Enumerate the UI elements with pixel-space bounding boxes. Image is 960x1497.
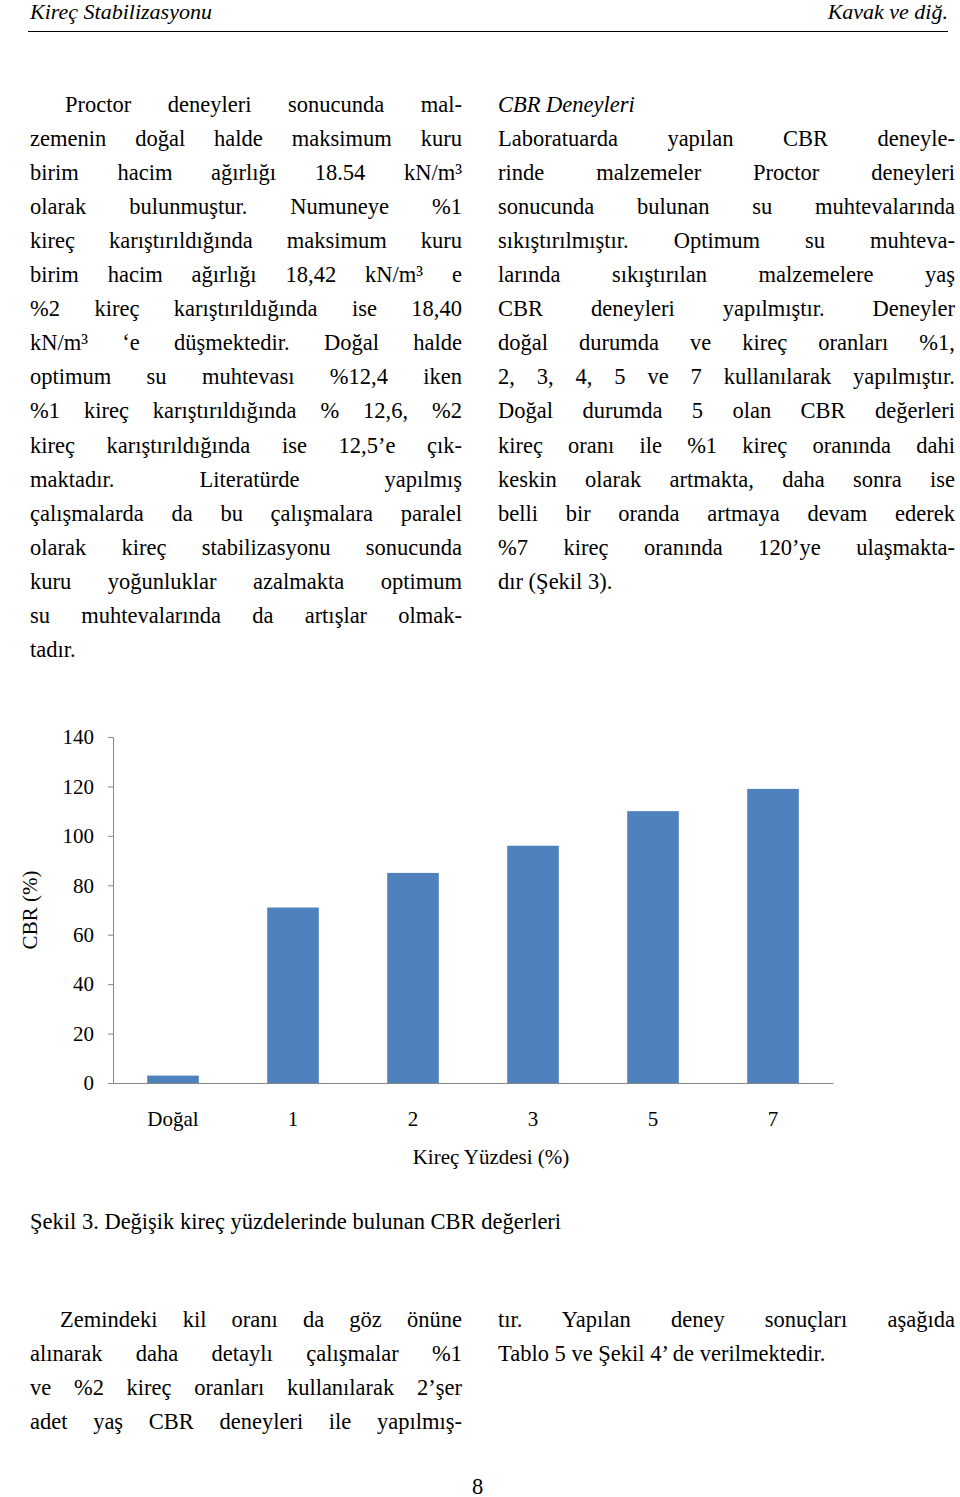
paragraph-line: adet yaş CBR deneyleri ile yapılmış-: [30, 1408, 462, 1436]
page-number: 8: [472, 1473, 483, 1497]
tick-label: 120: [63, 775, 95, 799]
tick-label: 60: [73, 923, 94, 947]
tick-label: 80: [73, 874, 94, 898]
paragraph-line: kireç karıştırıldığında ise 12,5’e çık-: [30, 432, 462, 460]
tick-label: 100: [63, 824, 95, 848]
header-rule: [28, 31, 948, 32]
axis-line: [108, 738, 114, 1084]
tick-mark: [108, 737, 113, 738]
paragraph-line: kireç karıştırıldığında maksimum kuru: [30, 227, 462, 255]
paragraph-line: %7 kireç oranında 120’ye ulaşmakta-: [498, 534, 955, 562]
x-axis-title: Kireç Yüzdesi (%): [413, 1145, 570, 1169]
paragraph-line: birim hacim ağırlığı 18.54 kN/m³: [30, 159, 462, 187]
tick-mark: [108, 836, 113, 837]
bar: [387, 873, 439, 1083]
paragraph-line: belli bir oranda artmaya devam ederek: [498, 500, 955, 528]
header-title: Kireç Stabilizasyonu: [30, 0, 212, 26]
paragraph-line: kireç oranı ile %1 kireç oranında dahi: [498, 432, 955, 460]
paragraph-line: alınarak daha detaylı çalışmalar %1: [30, 1340, 462, 1368]
paragraph-line: zemenin doğal halde maksimum kuru: [30, 125, 462, 153]
paragraph-line: keskin olarak artmakta, daha sonra ise: [498, 466, 955, 494]
paragraph-line: Laboratuarda yapılan CBR deneyle-: [498, 125, 955, 153]
paragraph-line: CBR deneyleri yapılmıştır. Deneyler: [498, 295, 955, 323]
tick-mark: [108, 984, 113, 985]
paragraph-line: ve %2 kireç oranları kullanılarak 2’şer: [30, 1374, 462, 1402]
paragraph-line: Proctor deneyleri sonucunda mal-: [65, 91, 462, 119]
figure-caption: Şekil 3. Değişik kireç yüzdelerinde bulu…: [30, 1208, 561, 1236]
tick-mark: [108, 786, 113, 787]
paragraph-line: olarak bulunmuştur. Numuneye %1: [30, 193, 462, 221]
paragraph-line: optimum su muhtevası %12,4 iken: [30, 363, 462, 391]
paragraph-line: dır (Şekil 3).: [498, 568, 955, 596]
tick-label: 7: [768, 1107, 779, 1131]
tick: 7: [768, 1083, 779, 1131]
tick-mark: [108, 1083, 113, 1084]
tick-label: 2: [408, 1107, 419, 1131]
bar: [507, 846, 559, 1083]
tick-label: 5: [648, 1107, 659, 1131]
bar: [147, 1076, 199, 1083]
tick-mark: [108, 1034, 113, 1035]
tick: 60: [73, 923, 113, 947]
bar: [747, 789, 799, 1083]
paragraph-line: tadır.: [30, 636, 462, 664]
paragraph-line: sonucunda bulunan su muhtevalarında: [498, 193, 955, 221]
tick-label: 0: [84, 1071, 95, 1095]
paragraph-line: çalışmalarda da bu çalışmalara paralel: [30, 500, 462, 528]
paragraph-line: su muhtevalarında da artışlar olmak-: [30, 602, 462, 630]
paragraph-line: kuru yoğunluklar azalmakta optimum: [30, 568, 462, 596]
header-authors: Kavak ve diğ.: [828, 0, 948, 26]
tick: 2: [408, 1083, 419, 1131]
tick: 120: [63, 775, 114, 799]
paragraph-line: doğal durumda ve kireç oranları %1,: [498, 329, 955, 357]
tick: 3: [528, 1083, 539, 1131]
tick-label: 3: [528, 1107, 539, 1131]
paragraph-line: olarak kireç stabilizasyonu sonucunda: [30, 534, 462, 562]
paragraph-line: sıkıştırılmıştır. Optimum su muhteva-: [498, 227, 955, 255]
tick: 20: [73, 1022, 113, 1046]
chart: 0 20 40 60 80 100 120 140 Doğal 1 2 3 5 7 Kireç Yüzdes…: [0, 700, 960, 1180]
paragraph-line: rinde malzemeler Proctor deneyleri: [498, 159, 955, 187]
tick: Doğal: [147, 1083, 198, 1131]
paragraph-line: larında sıkıştırılan malzemelere yaş: [498, 261, 955, 289]
paragraph-line: tır. Yapılan deney sonuçları aşağıda: [498, 1306, 955, 1334]
tick: 5: [648, 1083, 659, 1131]
tick: 1: [288, 1083, 299, 1131]
tick-label: Doğal: [147, 1107, 198, 1131]
tick-mark: [108, 935, 113, 936]
paragraph-line: %2 kireç karıştırıldığında ise 18,40: [30, 295, 462, 323]
tick: 100: [63, 824, 114, 848]
tick-label: 40: [73, 972, 94, 996]
tick: 40: [73, 972, 113, 996]
paragraph-line: maktadır. Literatürde yapılmış: [30, 466, 462, 494]
tick-label: 140: [63, 725, 95, 749]
tick-label: 1: [288, 1107, 299, 1131]
bars: [147, 789, 799, 1083]
tick: 140: [63, 725, 114, 749]
paragraph-line: Zemindeki kil oranı da göz önüne: [60, 1306, 462, 1334]
bar: [627, 811, 679, 1083]
axis-line: [114, 1083, 834, 1084]
tick-mark: [108, 885, 113, 886]
y-axis-title: CBR (%): [18, 871, 42, 950]
tick: 0: [84, 1071, 114, 1095]
tick-label: 20: [73, 1022, 94, 1046]
y-axis: 0 20 40 60 80 100 120 140: [63, 725, 114, 1095]
paragraph-line: %1 kireç karıştırıldığında % 12,6, %2: [30, 397, 462, 425]
paragraph-line: Doğal durumda 5 olan CBR değerleri: [498, 397, 955, 425]
paragraph-line: 2, 3, 4, 5 ve 7 kullanılarak yapılmıştır…: [498, 363, 955, 391]
tick: 80: [73, 874, 113, 898]
paragraph-line: birim hacim ağırlığı 18,42 kN/m³ e: [30, 261, 462, 289]
paragraph-line: kN/m³ ‘e düşmektedir. Doğal halde: [30, 329, 462, 357]
section-heading: CBR Deneyleri: [498, 91, 635, 119]
bar: [267, 908, 319, 1083]
x-axis: Doğal 1 2 3 5 7: [114, 1083, 834, 1131]
paragraph-line: Tablo 5 ve Şekil 4’ de verilmektedir.: [498, 1340, 955, 1368]
